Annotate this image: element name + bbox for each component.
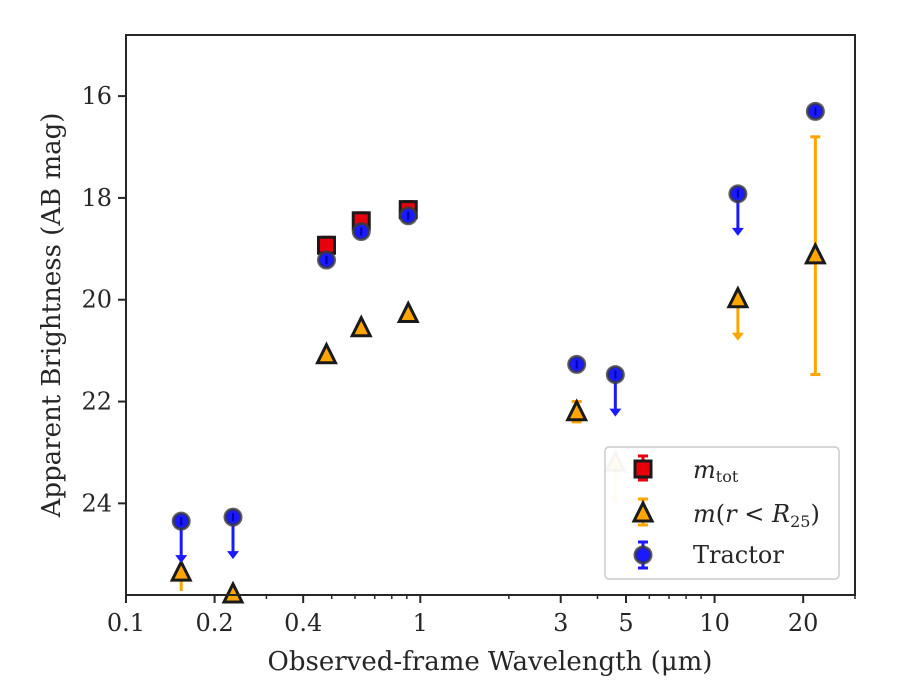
point-triangle-7 [726, 285, 750, 341]
y-tick-label-1: 18 [81, 184, 112, 212]
legend-box [604, 446, 840, 580]
x-axis-label: Observed-frame Wavelength (μm) [268, 647, 713, 677]
y-axis-label: Apparent Brightness (AB mag) [37, 113, 67, 519]
x-tick-label-7: 20 [788, 609, 819, 637]
point-triangle-4 [396, 300, 420, 323]
point-triangle-5 [565, 398, 589, 424]
point-triangle-3 [349, 314, 373, 338]
legend-marker-tractor [633, 540, 653, 570]
x-tick-label-1: 0.2 [196, 609, 234, 637]
legend-label-m-tot: mtot [693, 456, 739, 486]
plot-frame [125, 34, 856, 596]
y-axis-label-text: Apparent Brightness (AB mag) [37, 113, 67, 519]
point-circle-0 [171, 511, 191, 564]
x-tick-label-5: 5 [618, 609, 633, 637]
y-tick-label-3: 22 [81, 388, 112, 416]
point-circle-6 [605, 365, 625, 417]
point-circle-1 [223, 507, 243, 560]
x-tick-label-6: 10 [699, 609, 730, 637]
legend: mtot m(r < R25) Tractor [604, 446, 840, 580]
chart-marks [169, 101, 827, 604]
point-triangle-0 [169, 558, 193, 591]
legend-marker-m-r25 [631, 497, 655, 527]
x-axis-label-text: Observed-frame Wavelength (μm) [268, 647, 713, 677]
x-tick-label-4: 3 [553, 609, 568, 637]
x-tick-label-0: 0.1 [107, 609, 145, 637]
point-triangle-8 [803, 135, 827, 377]
axis-ticks: 0.1 0.2 0.4 1 3 5 10 20 16 18 20 22 24 [81, 82, 856, 637]
legend-label-m-r25: m(r < R25) [693, 500, 820, 531]
y-tick-label-2: 20 [81, 286, 112, 314]
point-circle-7 [728, 184, 748, 236]
point-circle-4 [398, 206, 418, 226]
legend-label-tractor: Tractor [693, 541, 784, 569]
x-tick-label-2: 0.4 [284, 609, 322, 637]
point-circle-8 [805, 101, 825, 121]
point-triangle-1 [221, 580, 245, 604]
y-tick-label-0: 16 [81, 82, 112, 110]
y-tick-label-4: 24 [81, 489, 112, 517]
point-triangle-2 [315, 341, 338, 365]
point-circle-3 [351, 222, 371, 242]
point-circle-2 [316, 250, 336, 270]
legend-marker-m-tot [633, 454, 653, 482]
point-circle-5 [567, 354, 587, 374]
x-tick-label-3: 1 [413, 609, 428, 637]
